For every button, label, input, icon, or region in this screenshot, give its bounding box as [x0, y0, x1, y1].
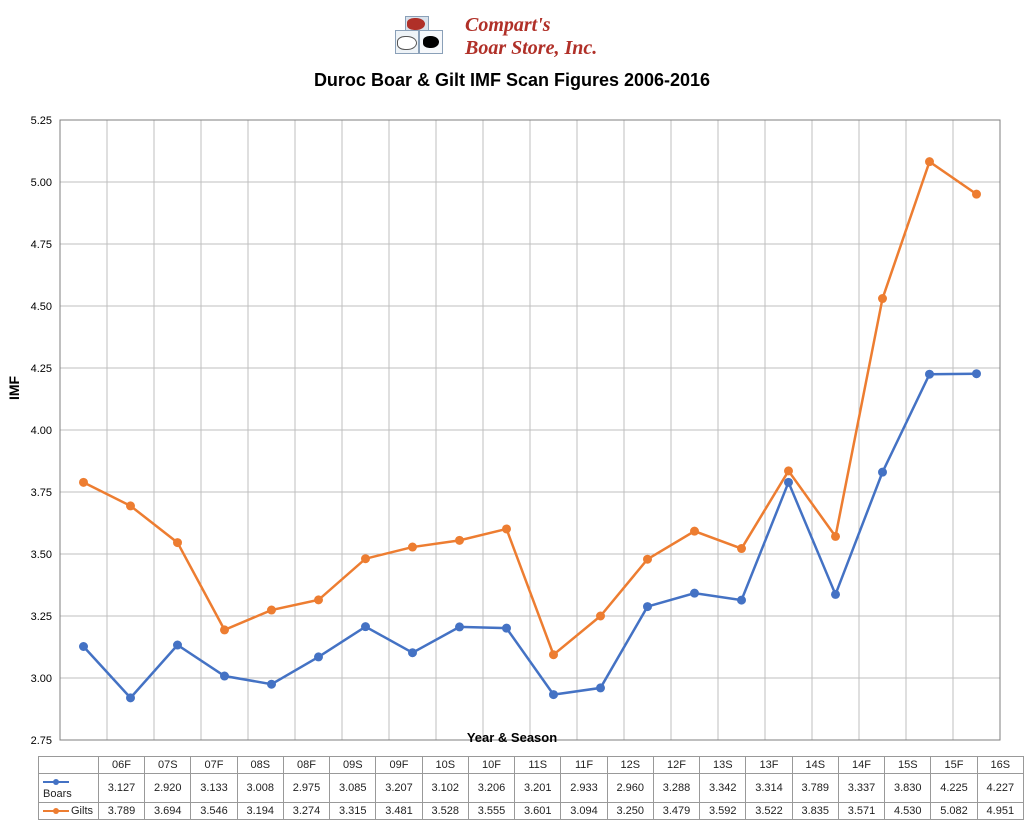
table-col-header: 13S — [700, 757, 746, 774]
svg-text:3.50: 3.50 — [31, 549, 52, 561]
table-col-header: 06F — [98, 757, 144, 774]
svg-text:3.25: 3.25 — [31, 611, 52, 623]
x-axis-label: Year & Season — [0, 730, 1024, 745]
table-cell: 2.920 — [145, 774, 191, 803]
pig-icon — [407, 18, 425, 30]
table-cell: 3.194 — [237, 803, 283, 820]
table-cell: 3.592 — [700, 803, 746, 820]
table-cell: 3.337 — [838, 774, 884, 803]
table-cell: 2.960 — [607, 774, 653, 803]
table-cell: 3.694 — [145, 803, 191, 820]
table-cell: 4.951 — [977, 803, 1023, 820]
logo-line2: Boar Store, Inc. — [465, 37, 597, 60]
table-cell: 3.342 — [700, 774, 746, 803]
table-cell: 2.933 — [561, 774, 607, 803]
table-cell: 3.085 — [330, 774, 376, 803]
table-col-header: 13F — [746, 757, 792, 774]
table-col-header: 11S — [515, 757, 561, 774]
table-cell: 3.835 — [792, 803, 838, 820]
series-legend-cell: Boars — [39, 774, 99, 803]
svg-text:4.75: 4.75 — [31, 239, 52, 251]
table-cell: 3.102 — [422, 774, 468, 803]
table-row: Boars3.1272.9203.1333.0082.9753.0853.207… — [39, 774, 1024, 803]
table-col-header: 14S — [792, 757, 838, 774]
table-cell: 3.094 — [561, 803, 607, 820]
table-corner — [39, 757, 99, 774]
svg-text:5.25: 5.25 — [31, 115, 52, 127]
table-col-header: 10S — [422, 757, 468, 774]
table-col-header: 08F — [283, 757, 329, 774]
pig-icon — [423, 36, 439, 48]
data-table: 06F07S07F08S08F09S09F10S10F11S11F12S12F1… — [38, 756, 1024, 820]
table-cell: 3.127 — [98, 774, 144, 803]
logo-text: Compart's Boar Store, Inc. — [465, 14, 597, 60]
table-col-header: 08S — [237, 757, 283, 774]
table-cell: 3.315 — [330, 803, 376, 820]
svg-text:3.75: 3.75 — [31, 487, 52, 499]
table-col-header: 14F — [838, 757, 884, 774]
table-cell: 3.830 — [885, 774, 931, 803]
table-cell: 3.274 — [283, 803, 329, 820]
table-col-header: 12F — [653, 757, 699, 774]
table-cell: 3.207 — [376, 774, 422, 803]
svg-text:4.00: 4.00 — [31, 425, 52, 437]
table-col-header: 16S — [977, 757, 1023, 774]
table-cell: 3.601 — [515, 803, 561, 820]
table-cell: 3.479 — [653, 803, 699, 820]
chart-title: Duroc Boar & Gilt IMF Scan Figures 2006-… — [0, 70, 1024, 91]
table-cell: 3.571 — [838, 803, 884, 820]
pig-icon — [397, 36, 417, 50]
company-logo: Compart's Boar Store, Inc. — [395, 10, 629, 60]
table-cell: 3.314 — [746, 774, 792, 803]
table-cell: 3.288 — [653, 774, 699, 803]
table-col-header: 07S — [145, 757, 191, 774]
table-col-header: 09F — [376, 757, 422, 774]
table-col-header: 11F — [561, 757, 607, 774]
table-cell: 5.082 — [931, 803, 977, 820]
svg-text:4.25: 4.25 — [31, 363, 52, 375]
table-cell: 3.546 — [191, 803, 237, 820]
table-col-header: 09S — [330, 757, 376, 774]
page: Compart's Boar Store, Inc. Duroc Boar & … — [0, 0, 1024, 820]
table-cell: 3.206 — [468, 774, 514, 803]
table-cell: 4.530 — [885, 803, 931, 820]
table-row: Gilts3.7893.6943.5463.1943.2743.3153.481… — [39, 803, 1024, 820]
table-cell: 3.133 — [191, 774, 237, 803]
svg-text:5.00: 5.00 — [31, 177, 52, 189]
logo-line1: Compart's — [465, 14, 597, 37]
table-cell: 3.008 — [237, 774, 283, 803]
table-cell: 3.789 — [792, 774, 838, 803]
table-col-header: 12S — [607, 757, 653, 774]
table-cell: 3.789 — [98, 803, 144, 820]
svg-text:3.00: 3.00 — [31, 673, 52, 685]
series-legend-cell: Gilts — [39, 803, 99, 820]
table-cell: 3.522 — [746, 803, 792, 820]
table-col-header: 15F — [931, 757, 977, 774]
logo-cube-graphic — [395, 16, 459, 56]
table-cell: 2.975 — [283, 774, 329, 803]
table-col-header: 07F — [191, 757, 237, 774]
table-col-header: 15S — [885, 757, 931, 774]
table-cell: 3.555 — [468, 803, 514, 820]
table-cell: 4.227 — [977, 774, 1023, 803]
svg-text:4.50: 4.50 — [31, 301, 52, 313]
table-cell: 3.250 — [607, 803, 653, 820]
table-cell: 4.225 — [931, 774, 977, 803]
table-col-header: 10F — [468, 757, 514, 774]
line-chart: 2.753.003.253.503.754.004.254.504.755.00… — [0, 100, 1024, 760]
table-cell: 3.481 — [376, 803, 422, 820]
table-cell: 3.201 — [515, 774, 561, 803]
table-cell: 3.528 — [422, 803, 468, 820]
